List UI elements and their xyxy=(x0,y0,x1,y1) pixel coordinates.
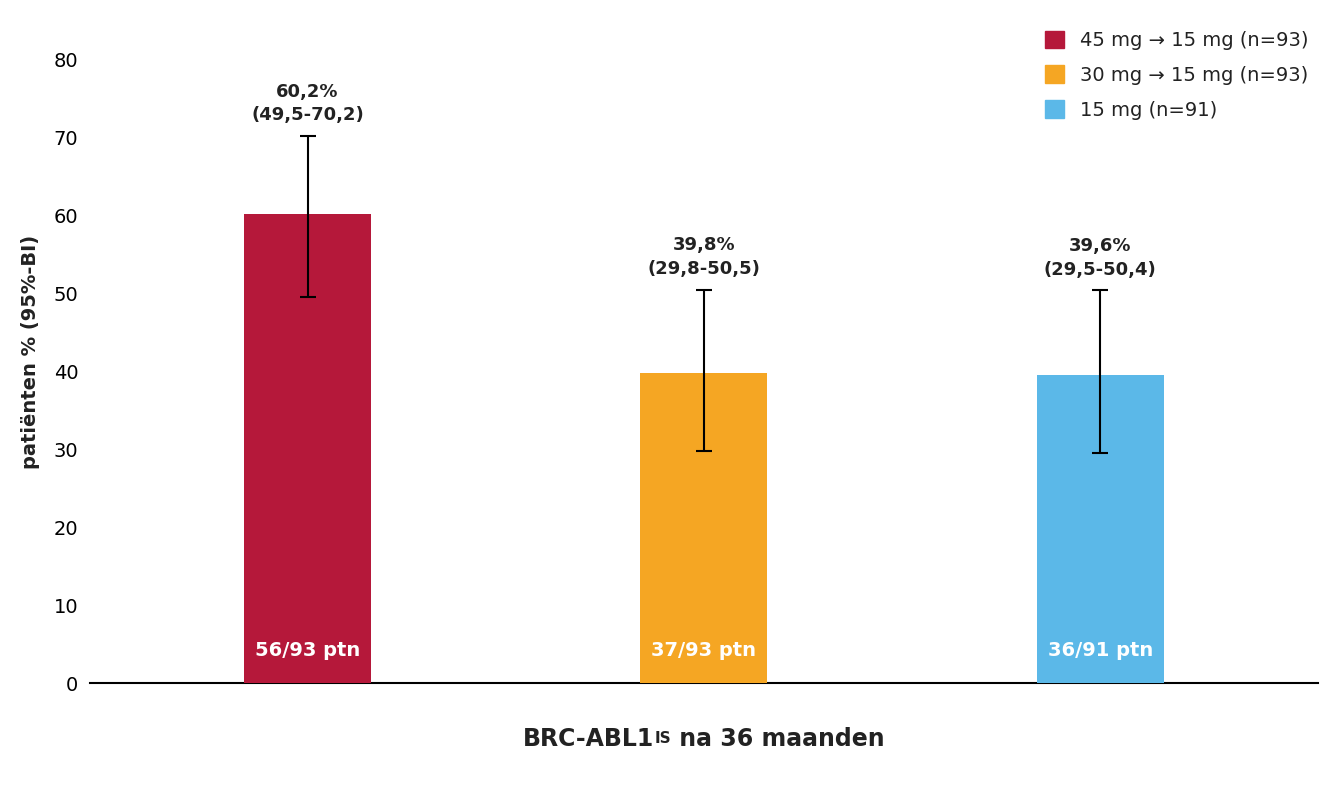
Text: 39,6%
(29,5-50,4): 39,6% (29,5-50,4) xyxy=(1044,237,1157,279)
Y-axis label: patiënten % (95%-BI): patiënten % (95%-BI) xyxy=(21,235,40,469)
Text: na 36 maanden: na 36 maanden xyxy=(671,727,885,751)
Bar xyxy=(640,373,767,683)
Text: BRC-ABL1: BRC-ABL1 xyxy=(524,727,655,751)
Text: IS: IS xyxy=(655,731,671,746)
Legend: 45 mg → 15 mg (n=93), 30 mg → 15 mg (n=93), 15 mg (n=91): 45 mg → 15 mg (n=93), 30 mg → 15 mg (n=9… xyxy=(1044,30,1308,120)
Text: 56/93 ptn: 56/93 ptn xyxy=(254,641,360,660)
Text: 39,8%
(29,8-50,5): 39,8% (29,8-50,5) xyxy=(648,236,761,278)
Bar xyxy=(244,214,371,683)
Text: 60,2%
(49,5-70,2): 60,2% (49,5-70,2) xyxy=(252,83,364,125)
Text: 37/93 ptn: 37/93 ptn xyxy=(651,641,757,660)
Text: 36/91 ptn: 36/91 ptn xyxy=(1047,641,1153,660)
Bar xyxy=(1036,374,1164,683)
